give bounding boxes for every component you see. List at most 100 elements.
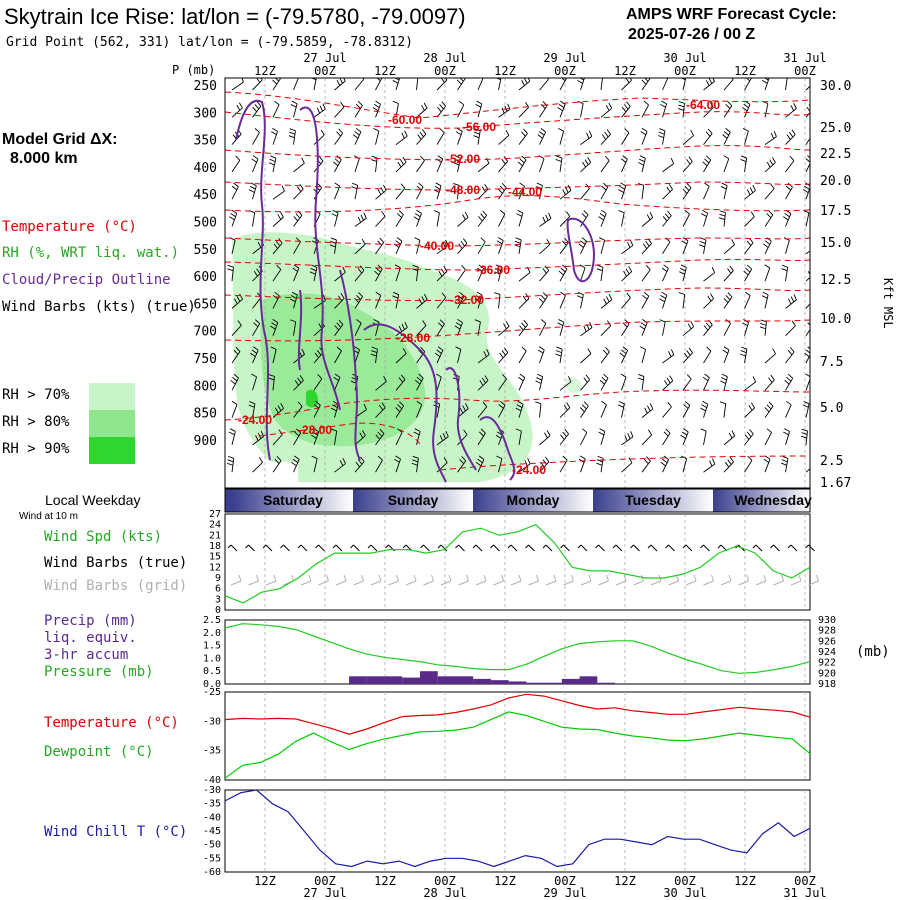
wind-barb-feather bbox=[581, 428, 588, 433]
precip-bar bbox=[544, 682, 562, 684]
wind-barb-feather bbox=[333, 376, 339, 382]
wind-barb-feather bbox=[667, 210, 672, 216]
wind-barb-shaft bbox=[539, 349, 545, 364]
wind-barb bbox=[436, 431, 449, 446]
wind-barb-feather bbox=[377, 264, 383, 270]
true-wind-barb bbox=[475, 544, 483, 552]
wind-barb-feather bbox=[329, 244, 336, 248]
wind-barb-feather bbox=[619, 352, 625, 358]
wind-barb-feather bbox=[486, 348, 490, 355]
wind-barb bbox=[763, 237, 772, 255]
wind-barb-shaft bbox=[764, 432, 772, 446]
true-wind-barb-feather bbox=[472, 544, 477, 549]
wind-barb-feather bbox=[603, 373, 609, 379]
wind-barb bbox=[293, 375, 304, 391]
wind-barb-shaft bbox=[682, 378, 692, 391]
wind-barb-shaft bbox=[785, 267, 789, 282]
wind-barb-feather bbox=[663, 264, 669, 269]
wind-barb-feather bbox=[297, 401, 303, 407]
true-wind-barb-feather bbox=[420, 544, 424, 549]
wind-barb bbox=[621, 292, 631, 309]
grid-wind-barb-feather bbox=[693, 574, 697, 582]
wind-barb-shaft bbox=[703, 324, 713, 336]
wind-barb-feather bbox=[371, 155, 378, 159]
wind-barb-feather bbox=[340, 293, 345, 299]
wind-barb-shaft bbox=[334, 106, 345, 118]
wind-barb bbox=[744, 291, 751, 309]
legend-rh: RH (%, WRT liq. wat.) bbox=[2, 245, 179, 261]
grid-wind-barb-feather bbox=[728, 574, 732, 582]
wind-barb bbox=[411, 455, 419, 473]
wind-barb-feather bbox=[793, 102, 797, 109]
wind-barb-feather bbox=[318, 156, 324, 162]
wind-barb-feather bbox=[643, 100, 649, 106]
wind-barb bbox=[723, 78, 734, 91]
wind-barb-feather bbox=[442, 433, 446, 439]
wind-barb-shaft bbox=[805, 212, 810, 227]
wind-barb bbox=[783, 237, 790, 254]
wind-barb bbox=[248, 182, 257, 200]
wind-barb-feather bbox=[545, 214, 549, 221]
wind-barb-feather bbox=[518, 376, 524, 382]
wind-barb bbox=[535, 373, 544, 391]
wind-barb-shaft bbox=[744, 433, 754, 446]
wind-barb bbox=[395, 321, 408, 337]
grid-wind-barb bbox=[370, 580, 382, 586]
wind-barb-feather bbox=[501, 350, 506, 356]
y-tick-label: -30 bbox=[203, 785, 221, 796]
wind-barb-feather bbox=[668, 351, 672, 358]
wind-barb-shaft bbox=[457, 269, 466, 282]
wind-barb-feather bbox=[436, 349, 442, 354]
wind-barb-feather bbox=[720, 186, 727, 190]
grid-wind-barb-feather bbox=[431, 574, 434, 582]
grid-wind-barb-feather bbox=[343, 574, 347, 582]
wind-barb-feather bbox=[596, 462, 603, 466]
y-tick-label: -25 bbox=[203, 687, 221, 698]
wind-barb-feather bbox=[585, 374, 591, 381]
wind-barb-shaft bbox=[293, 188, 304, 200]
wind-barb-shaft bbox=[682, 405, 691, 418]
grid-point-subtitle: Grid Point (562, 331) lat/lon = (-79.585… bbox=[6, 35, 413, 50]
wind-barb-shaft bbox=[231, 160, 241, 173]
wind-barb-feather bbox=[445, 431, 449, 437]
wind-barb-feather bbox=[760, 323, 767, 326]
wind-barb-feather bbox=[463, 429, 468, 435]
wind-barb bbox=[436, 239, 449, 255]
wind-barb bbox=[252, 457, 263, 473]
wind-barb-feather bbox=[658, 131, 665, 135]
wind-barb bbox=[518, 182, 525, 200]
grid-wind-barb-feather bbox=[746, 574, 749, 582]
wind-barb-feather bbox=[708, 78, 713, 84]
wind-barb bbox=[272, 100, 280, 118]
wind-barb bbox=[514, 237, 522, 254]
wind-barb-feather bbox=[669, 375, 674, 381]
wind-barb bbox=[640, 346, 647, 364]
rh90-region bbox=[306, 389, 318, 408]
wind-barb-shaft bbox=[498, 405, 506, 418]
wind-barb bbox=[580, 156, 592, 173]
wind-barb bbox=[354, 238, 366, 255]
wind-barb bbox=[539, 430, 551, 446]
wind-barb-feather bbox=[807, 346, 810, 350]
wind-barb-shaft bbox=[436, 158, 444, 173]
wind-barb-feather bbox=[811, 78, 814, 83]
grid-wind-barb bbox=[353, 580, 364, 586]
wind-barb-feather bbox=[455, 131, 462, 136]
wind-barb-feather bbox=[311, 264, 318, 268]
weekday-label: Saturday bbox=[263, 492, 323, 508]
hour-tick-label: 00Z bbox=[794, 874, 816, 888]
true-wind-barb bbox=[318, 544, 325, 552]
wind-barb-shaft bbox=[682, 294, 686, 309]
pressure-tick-label: 750 bbox=[194, 352, 217, 367]
wind-barb-feather bbox=[458, 100, 465, 106]
pressure-line bbox=[224, 623, 811, 674]
wind-barb-feather bbox=[420, 346, 426, 352]
wind-barb-shaft bbox=[744, 349, 748, 364]
grid-wind-barb-feather bbox=[518, 574, 522, 582]
wind-barb-feather bbox=[638, 158, 645, 163]
wind-barb-shaft bbox=[231, 324, 242, 337]
wind-barb-feather bbox=[395, 407, 401, 413]
wind-barb-feather bbox=[481, 377, 486, 384]
wind-barb-shaft bbox=[641, 131, 648, 145]
wind-barb-feather bbox=[583, 401, 589, 407]
